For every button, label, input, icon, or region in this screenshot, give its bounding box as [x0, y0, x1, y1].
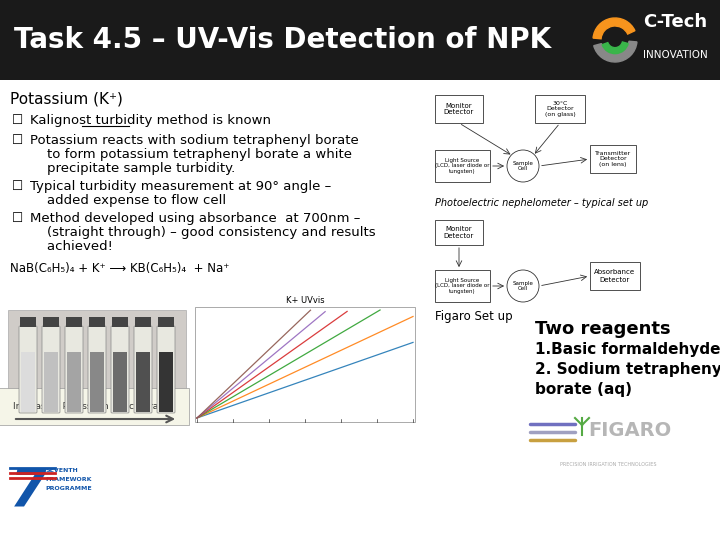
Text: PRECISION IRRIGATION TECHNOLOGIES: PRECISION IRRIGATION TECHNOLOGIES	[560, 462, 657, 467]
Text: FRAMEWORK: FRAMEWORK	[45, 477, 91, 482]
Text: Figaro Set up: Figaro Set up	[435, 310, 513, 323]
Wedge shape	[594, 41, 637, 62]
Wedge shape	[593, 18, 635, 39]
Text: Potassium (K⁺): Potassium (K⁺)	[10, 92, 123, 107]
Text: Absorbance
Detector: Absorbance Detector	[595, 269, 636, 282]
Text: Sample
Cell: Sample Cell	[513, 281, 534, 292]
Text: Monitor
Detector: Monitor Detector	[444, 103, 474, 116]
Text: Potassium reacts with sodium tetraphenyl borate: Potassium reacts with sodium tetraphenyl…	[30, 134, 359, 147]
Text: (straight through) – good consistency and results: (straight through) – good consistency an…	[30, 226, 376, 239]
Bar	[67, 352, 81, 412]
Text: Task 4.5 – UV-Vis Detection of NPK: Task 4.5 – UV-Vis Detection of NPK	[14, 26, 551, 54]
Text: Transmitter
Detector
(on lens): Transmitter Detector (on lens)	[595, 151, 631, 167]
Text: NaB(C₆H₅)₄ + K⁺ ⟶ KB(C₆H₅)₄  + Na⁺: NaB(C₆H₅)₄ + K⁺ ⟶ KB(C₆H₅)₄ + Na⁺	[10, 262, 230, 275]
Text: borate (aq): borate (aq)	[535, 382, 632, 397]
Text: Typical turbidity measurement at 90° angle –: Typical turbidity measurement at 90° ang…	[30, 180, 331, 193]
Text: Light Source
(LCD, laser diode or
tungsten): Light Source (LCD, laser diode or tungst…	[436, 278, 490, 294]
Bar	[113, 352, 127, 412]
Text: Increasing Potassium Concentration: Increasing Potassium Concentration	[13, 402, 176, 411]
Text: Sample
Cell: Sample Cell	[513, 160, 534, 171]
Text: 7: 7	[10, 465, 47, 517]
Bar	[8, 310, 186, 420]
FancyBboxPatch shape	[19, 326, 37, 413]
Text: 1.Basic formaldehyde: 1.Basic formaldehyde	[535, 342, 720, 357]
FancyBboxPatch shape	[435, 220, 483, 245]
Text: ☐: ☐	[12, 212, 23, 225]
FancyBboxPatch shape	[157, 326, 175, 413]
Text: Method developed using absorbance  at 700nm –: Method developed using absorbance at 700…	[30, 212, 361, 225]
Text: Kalignost turbidity method is known: Kalignost turbidity method is known	[30, 114, 271, 127]
Bar	[21, 352, 35, 412]
Bar	[66, 317, 82, 327]
Text: Photoelectric nephelometer – typical set up: Photoelectric nephelometer – typical set…	[435, 198, 648, 208]
FancyBboxPatch shape	[435, 150, 490, 182]
Bar	[90, 352, 104, 412]
Text: achieved!: achieved!	[30, 240, 113, 253]
Text: precipitate sample turbidity.: precipitate sample turbidity.	[30, 162, 235, 175]
Text: ☐: ☐	[12, 134, 23, 147]
FancyBboxPatch shape	[88, 326, 106, 413]
Text: Light Source
(LCD, laser diode or
tungsten): Light Source (LCD, laser diode or tungst…	[436, 158, 490, 174]
Text: added expense to flow cell: added expense to flow cell	[30, 194, 226, 207]
FancyBboxPatch shape	[590, 262, 640, 290]
Text: ☐: ☐	[12, 114, 23, 127]
FancyBboxPatch shape	[535, 95, 585, 123]
Bar	[135, 317, 151, 327]
Text: K+ UVvis: K+ UVvis	[286, 296, 324, 305]
FancyBboxPatch shape	[435, 95, 483, 123]
Text: Monitor
Detector: Monitor Detector	[444, 226, 474, 239]
Bar	[136, 352, 150, 412]
FancyBboxPatch shape	[111, 326, 129, 413]
FancyBboxPatch shape	[42, 326, 60, 413]
Text: to form potassium tetraphenyl borate a white: to form potassium tetraphenyl borate a w…	[30, 148, 352, 161]
FancyBboxPatch shape	[590, 145, 636, 173]
Bar	[20, 317, 36, 327]
Text: 30°C
Detector
(on glass): 30°C Detector (on glass)	[544, 100, 575, 117]
Text: Two reagents: Two reagents	[535, 320, 670, 338]
Bar	[159, 352, 173, 412]
Bar	[89, 317, 105, 327]
FancyBboxPatch shape	[65, 326, 83, 413]
Text: INNOVATION: INNOVATION	[643, 50, 708, 60]
Bar	[44, 352, 58, 412]
Bar	[112, 317, 128, 327]
FancyBboxPatch shape	[134, 326, 152, 413]
Bar	[43, 317, 59, 327]
FancyBboxPatch shape	[435, 270, 490, 302]
Text: 2. Sodium tetraphenyl: 2. Sodium tetraphenyl	[535, 362, 720, 377]
Text: ☐: ☐	[12, 180, 23, 193]
Bar	[158, 317, 174, 327]
Text: FIGARO: FIGARO	[588, 421, 671, 440]
Text: SEVENTH: SEVENTH	[45, 468, 78, 473]
Bar	[195, 307, 415, 422]
Wedge shape	[602, 42, 628, 53]
Bar	[0, 0, 720, 80]
Text: C-Tech: C-Tech	[643, 13, 707, 31]
Text: PROGRAMME: PROGRAMME	[45, 486, 91, 491]
